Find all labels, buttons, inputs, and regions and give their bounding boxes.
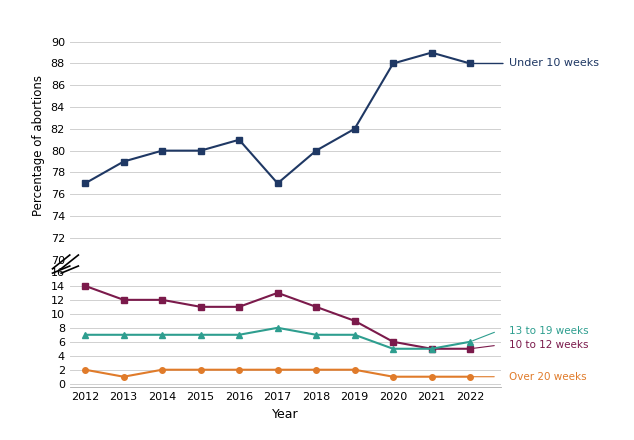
X-axis label: Year: Year (272, 407, 299, 421)
Text: Over 20 weeks: Over 20 weeks (508, 372, 586, 382)
Under 10 weeks (351, 126, 358, 132)
Under 10 weeks (197, 148, 204, 153)
Under 10 weeks (428, 50, 436, 55)
Under 10 weeks (274, 181, 281, 186)
Text: 10 to 12 weeks: 10 to 12 weeks (508, 340, 588, 350)
Under 10 weeks (120, 159, 127, 164)
Under 10 weeks (81, 181, 89, 186)
Under 10 weeks (466, 61, 474, 66)
Under 10 weeks (389, 61, 397, 66)
Line: Under 10 weeks: Under 10 weeks (82, 50, 473, 186)
Text: Under 10 weeks: Under 10 weeks (473, 59, 598, 69)
Under 10 weeks (158, 148, 166, 153)
Under 10 weeks (235, 137, 243, 143)
Y-axis label: Percentage of abortions: Percentage of abortions (32, 75, 45, 216)
Under 10 weeks (313, 148, 320, 153)
Text: 13 to 19 weeks: 13 to 19 weeks (508, 326, 588, 336)
